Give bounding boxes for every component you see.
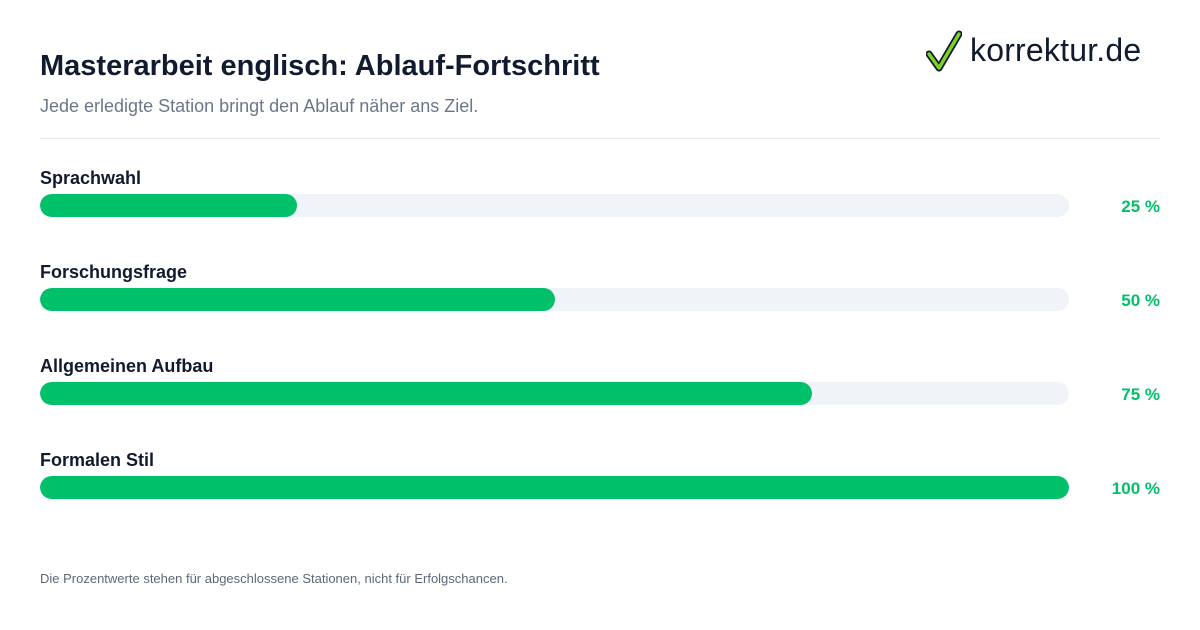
progress-row: Formalen Stil 100 % xyxy=(40,450,1160,544)
bar-track xyxy=(40,476,1069,499)
korrektur-logo[interactable]: korrektur.de xyxy=(926,30,1166,74)
bar-label: Allgemeinen Aufbau xyxy=(40,356,214,376)
bar-value-label: 100 % xyxy=(1111,479,1160,498)
header-divider xyxy=(40,138,1160,139)
bar-label: Formalen Stil xyxy=(40,450,155,470)
bar-fill xyxy=(40,194,298,217)
bar-fill xyxy=(40,476,1069,499)
bar-fill xyxy=(40,382,812,405)
checkmark-icon xyxy=(926,30,962,72)
bar-value-label: 75 % xyxy=(1121,385,1160,404)
footnote: Die Prozentwerte stehen für abgeschlosse… xyxy=(40,571,508,586)
bar-value-label: 25 % xyxy=(1121,197,1160,216)
progress-row: Sprachwahl 25 % xyxy=(40,168,1160,262)
logo-text: korrektur.de xyxy=(970,32,1142,68)
bar-fill xyxy=(40,288,555,311)
bar-label: Sprachwahl xyxy=(40,168,142,188)
progress-row: Allgemeinen Aufbau 75 % xyxy=(40,356,1160,450)
progress-chart: Sprachwahl 25 % Forschungsfrage 50 % Allgeme… xyxy=(40,168,1160,544)
bar-track xyxy=(40,288,1069,311)
chart-subtitle: Jede erledigte Station bringt den Ablauf… xyxy=(40,96,479,116)
chart-title: Masterarbeit englisch: Ablauf-Fortschrit… xyxy=(40,50,600,82)
bar-track xyxy=(40,382,1069,405)
bar-track xyxy=(40,194,1069,217)
bar-value-label: 50 % xyxy=(1121,291,1160,310)
bar-label: Forschungsfrage xyxy=(40,262,188,282)
progress-row: Forschungsfrage 50 % xyxy=(40,262,1160,356)
